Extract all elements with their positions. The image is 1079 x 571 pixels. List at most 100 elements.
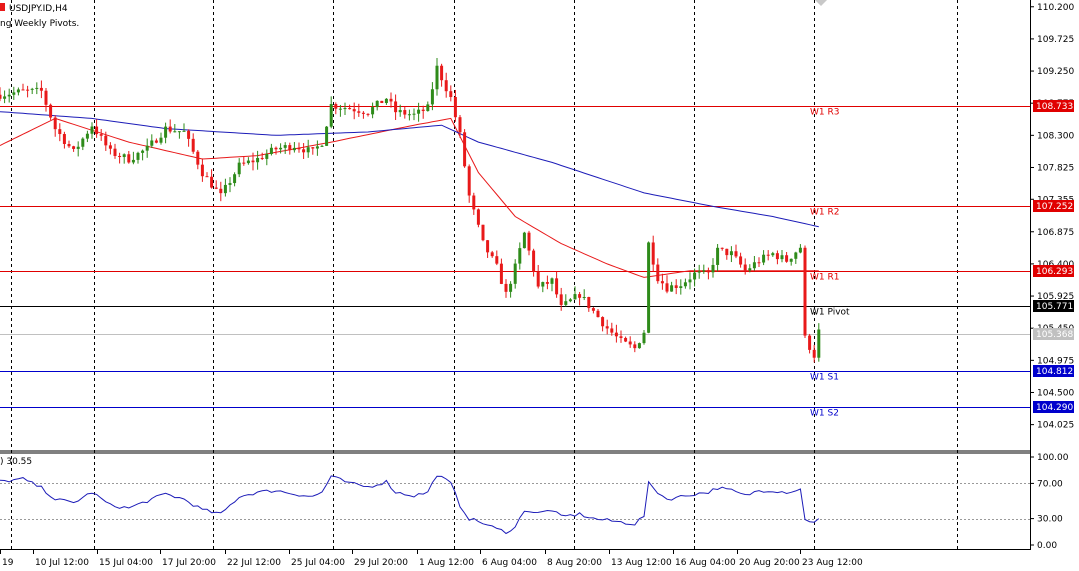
candle-body-136	[624, 337, 628, 342]
price-tick-label-4: 108.300	[1037, 131, 1074, 141]
candle-body-161	[739, 256, 743, 265]
candle-body-102	[467, 166, 471, 196]
candle-body-104	[476, 209, 480, 225]
ma-fast-line	[0, 117, 819, 278]
candle-body-88	[403, 110, 407, 115]
candle-body-101	[463, 132, 467, 167]
candlestick-series	[0, 57, 821, 363]
candle-body-165	[757, 262, 761, 264]
candle-body-5	[21, 89, 25, 91]
candle-body-1	[3, 96, 7, 99]
candle-body-78	[357, 111, 361, 113]
candle-body-173	[794, 252, 798, 259]
candle-body-100	[458, 117, 462, 133]
candle-body-73	[334, 104, 338, 109]
chart-shift-marker-icon[interactable]	[815, 0, 827, 6]
candle-body-120	[550, 278, 554, 284]
candle-body-117	[536, 271, 540, 287]
candle-body-155	[711, 264, 715, 273]
candle-body-107	[490, 252, 494, 257]
candle-body-63	[288, 145, 292, 151]
candle-body-91	[417, 109, 421, 114]
candle-body-61	[279, 147, 283, 150]
candle-body-172	[789, 258, 793, 262]
candle-body-24	[108, 145, 112, 149]
candle-body-67	[306, 147, 310, 153]
candle-body-7	[30, 88, 34, 90]
pivot-badge-0-bg	[1033, 100, 1074, 112]
candle-body-59	[269, 147, 273, 154]
candle-body-49	[223, 184, 227, 194]
candle-body-140	[642, 332, 646, 344]
candle-body-20	[90, 126, 94, 134]
candle-body-87	[398, 110, 402, 113]
candle-body-123	[564, 301, 568, 305]
candle-body-60	[274, 147, 278, 150]
candle-body-19	[85, 133, 89, 139]
time-tick-label-11: 16 Aug 04:00	[675, 558, 736, 568]
current-price-badge-text: 105.368	[1036, 330, 1073, 340]
candle-body-66	[302, 149, 306, 153]
candle-body-118	[541, 282, 545, 287]
candle-body-115	[527, 232, 531, 251]
candle-body-93	[426, 104, 430, 112]
candle-body-177	[812, 349, 816, 358]
candle-body-111	[509, 283, 513, 292]
candle-body-26	[118, 155, 122, 158]
time-tick-label-10: 13 Aug 12:00	[611, 558, 672, 568]
price-axis-panel	[1031, 0, 1079, 571]
candle-body-86	[394, 101, 398, 113]
price-tick-label-13: 104.025	[1037, 421, 1074, 431]
pivot-badge-1-text: 107.252	[1036, 202, 1073, 212]
candle-body-62	[283, 145, 287, 148]
candle-body-50	[228, 183, 232, 185]
pivot-badge-0-text: 108.733	[1036, 102, 1073, 112]
candle-body-21	[95, 126, 99, 135]
candle-body-113	[518, 248, 522, 264]
candle-body-166	[762, 254, 766, 263]
candle-body-40	[182, 130, 186, 132]
symbol-color-marker	[0, 3, 5, 11]
candle-body-112	[513, 263, 517, 284]
candle-body-156	[716, 247, 720, 265]
candle-body-171	[785, 255, 789, 262]
rsi-axis: 100.00 70.00 30.00 0.00	[1030, 453, 1069, 551]
candle-body-126	[578, 294, 582, 298]
candle-body-46	[210, 176, 214, 188]
candle-body-37	[168, 126, 172, 132]
candle-body-80	[366, 113, 370, 115]
candle-body-55	[251, 160, 255, 163]
candle-body-97	[444, 80, 448, 92]
pivot-label-1: W1 R2	[810, 208, 839, 218]
candle-body-15	[67, 143, 71, 147]
candle-body-142	[651, 242, 655, 265]
candle-body-25	[113, 148, 117, 156]
candle-body-146	[670, 285, 674, 292]
candle-body-109	[499, 263, 503, 284]
candle-body-36	[164, 126, 168, 138]
candle-body-164	[752, 262, 756, 269]
pivot-label-2: W1 R1	[810, 273, 839, 283]
candle-body-98	[449, 91, 453, 98]
candle-body-42	[191, 138, 195, 152]
candle-body-22	[99, 134, 103, 136]
candle-body-167	[766, 254, 770, 256]
candle-body-174	[798, 247, 802, 253]
time-tick-label-2: 15 Jul 04:00	[99, 558, 153, 568]
vertical-gridlines	[11, 0, 958, 549]
candle-body-153	[702, 270, 706, 272]
candle-body-57	[260, 157, 264, 159]
pivot-badge-1-bg	[1033, 200, 1074, 212]
candle-body-17	[76, 146, 80, 149]
candle-body-6	[26, 89, 30, 91]
candle-body-178	[817, 329, 821, 358]
candle-body-4	[16, 89, 20, 93]
candle-body-160	[734, 251, 738, 257]
candle-body-34	[154, 140, 158, 143]
candle-body-169	[775, 253, 779, 260]
candle-body-151	[693, 272, 697, 280]
candle-body-11	[49, 104, 53, 118]
candle-body-175	[803, 247, 807, 336]
candle-body-163	[748, 268, 752, 271]
